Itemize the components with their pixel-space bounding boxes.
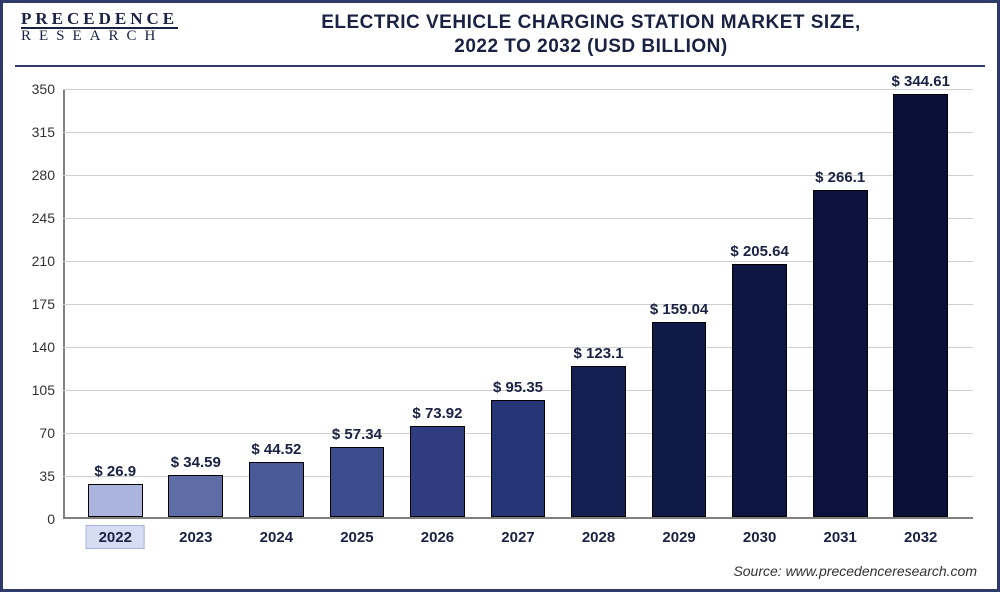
- bar: [168, 475, 223, 517]
- y-tick-label: 210: [32, 253, 55, 269]
- bar: [410, 426, 465, 517]
- x-tick: 2023: [166, 525, 225, 549]
- y-tick-label: 175: [32, 296, 55, 312]
- x-tick: 2028: [569, 525, 628, 549]
- y-tick-label: 315: [32, 124, 55, 140]
- x-tick-label: 2025: [340, 529, 373, 546]
- y-tick-label: 140: [32, 339, 55, 355]
- logo-line2: RESEARCH: [21, 29, 178, 44]
- header-divider: [15, 65, 985, 67]
- bar-value-label: $ 57.34: [332, 426, 382, 443]
- x-tick: 2032: [891, 525, 950, 549]
- bar-value-label: $ 266.1: [815, 169, 865, 186]
- source-label: Source: www.precedenceresearch.com: [733, 563, 977, 579]
- x-tick: 2030: [730, 525, 789, 549]
- logo-line1: PRECEDENCE: [21, 11, 178, 29]
- bar: [813, 190, 868, 517]
- x-tick-label: 2026: [421, 529, 454, 546]
- plot-area: 03570105140175210245280315350$ 26.92022$…: [63, 89, 973, 519]
- x-tick-label: 2022: [99, 529, 132, 546]
- bar: [491, 400, 546, 517]
- title-line1: ELECTRIC VEHICLE CHARGING STATION MARKET…: [203, 11, 979, 35]
- y-tick-label: 245: [32, 210, 55, 226]
- x-axis: [63, 517, 973, 519]
- bar-value-label: $ 26.9: [94, 463, 136, 480]
- x-tick: 2024: [247, 525, 306, 549]
- bar-value-label: $ 95.35: [493, 379, 543, 396]
- chart-title: ELECTRIC VEHICLE CHARGING STATION MARKET…: [203, 11, 979, 59]
- bar: [88, 484, 143, 517]
- x-tick-label: 2032: [904, 529, 937, 546]
- x-tick: 2027: [489, 525, 548, 549]
- y-tick-label: 0: [47, 511, 55, 527]
- x-tick-label: 2027: [501, 529, 534, 546]
- x-tick: 2025: [328, 525, 387, 549]
- grid-line: [63, 132, 973, 133]
- bar-value-label: $ 34.59: [171, 454, 221, 471]
- x-tick: 2031: [811, 525, 870, 549]
- x-tick-label: 2024: [260, 529, 293, 546]
- x-tick-label: 2030: [743, 529, 776, 546]
- bar: [893, 94, 948, 517]
- chart-container: PRECEDENCE RESEARCH ELECTRIC VEHICLE CHA…: [0, 0, 1000, 592]
- bar: [249, 462, 304, 517]
- x-tick: 2029: [650, 525, 709, 549]
- x-tick: 2022: [86, 525, 145, 549]
- title-line2: 2022 TO 2032 (USD BILLION): [203, 35, 979, 59]
- bar-value-label: $ 344.61: [892, 73, 950, 90]
- bar-value-label: $ 123.1: [574, 345, 624, 362]
- logo: PRECEDENCE RESEARCH: [21, 11, 178, 44]
- y-tick-label: 70: [39, 425, 55, 441]
- y-tick-label: 35: [39, 468, 55, 484]
- bar: [732, 264, 787, 517]
- x-tick-label: 2028: [582, 529, 615, 546]
- x-tick-label: 2031: [823, 529, 856, 546]
- x-tick-label: 2023: [179, 529, 212, 546]
- plot-inner: 03570105140175210245280315350$ 26.92022$…: [63, 89, 973, 519]
- bar-value-label: $ 44.52: [251, 441, 301, 458]
- y-tick-label: 350: [32, 81, 55, 97]
- x-tick: 2026: [408, 525, 467, 549]
- y-tick-label: 105: [32, 382, 55, 398]
- grid-line: [63, 89, 973, 90]
- x-tick-label: 2029: [662, 529, 695, 546]
- bar: [330, 447, 385, 517]
- bar: [652, 322, 707, 517]
- bar: [571, 366, 626, 517]
- bar-value-label: $ 159.04: [650, 301, 708, 318]
- bar-value-label: $ 205.64: [730, 243, 788, 260]
- bar-value-label: $ 73.92: [412, 405, 462, 422]
- y-tick-label: 280: [32, 167, 55, 183]
